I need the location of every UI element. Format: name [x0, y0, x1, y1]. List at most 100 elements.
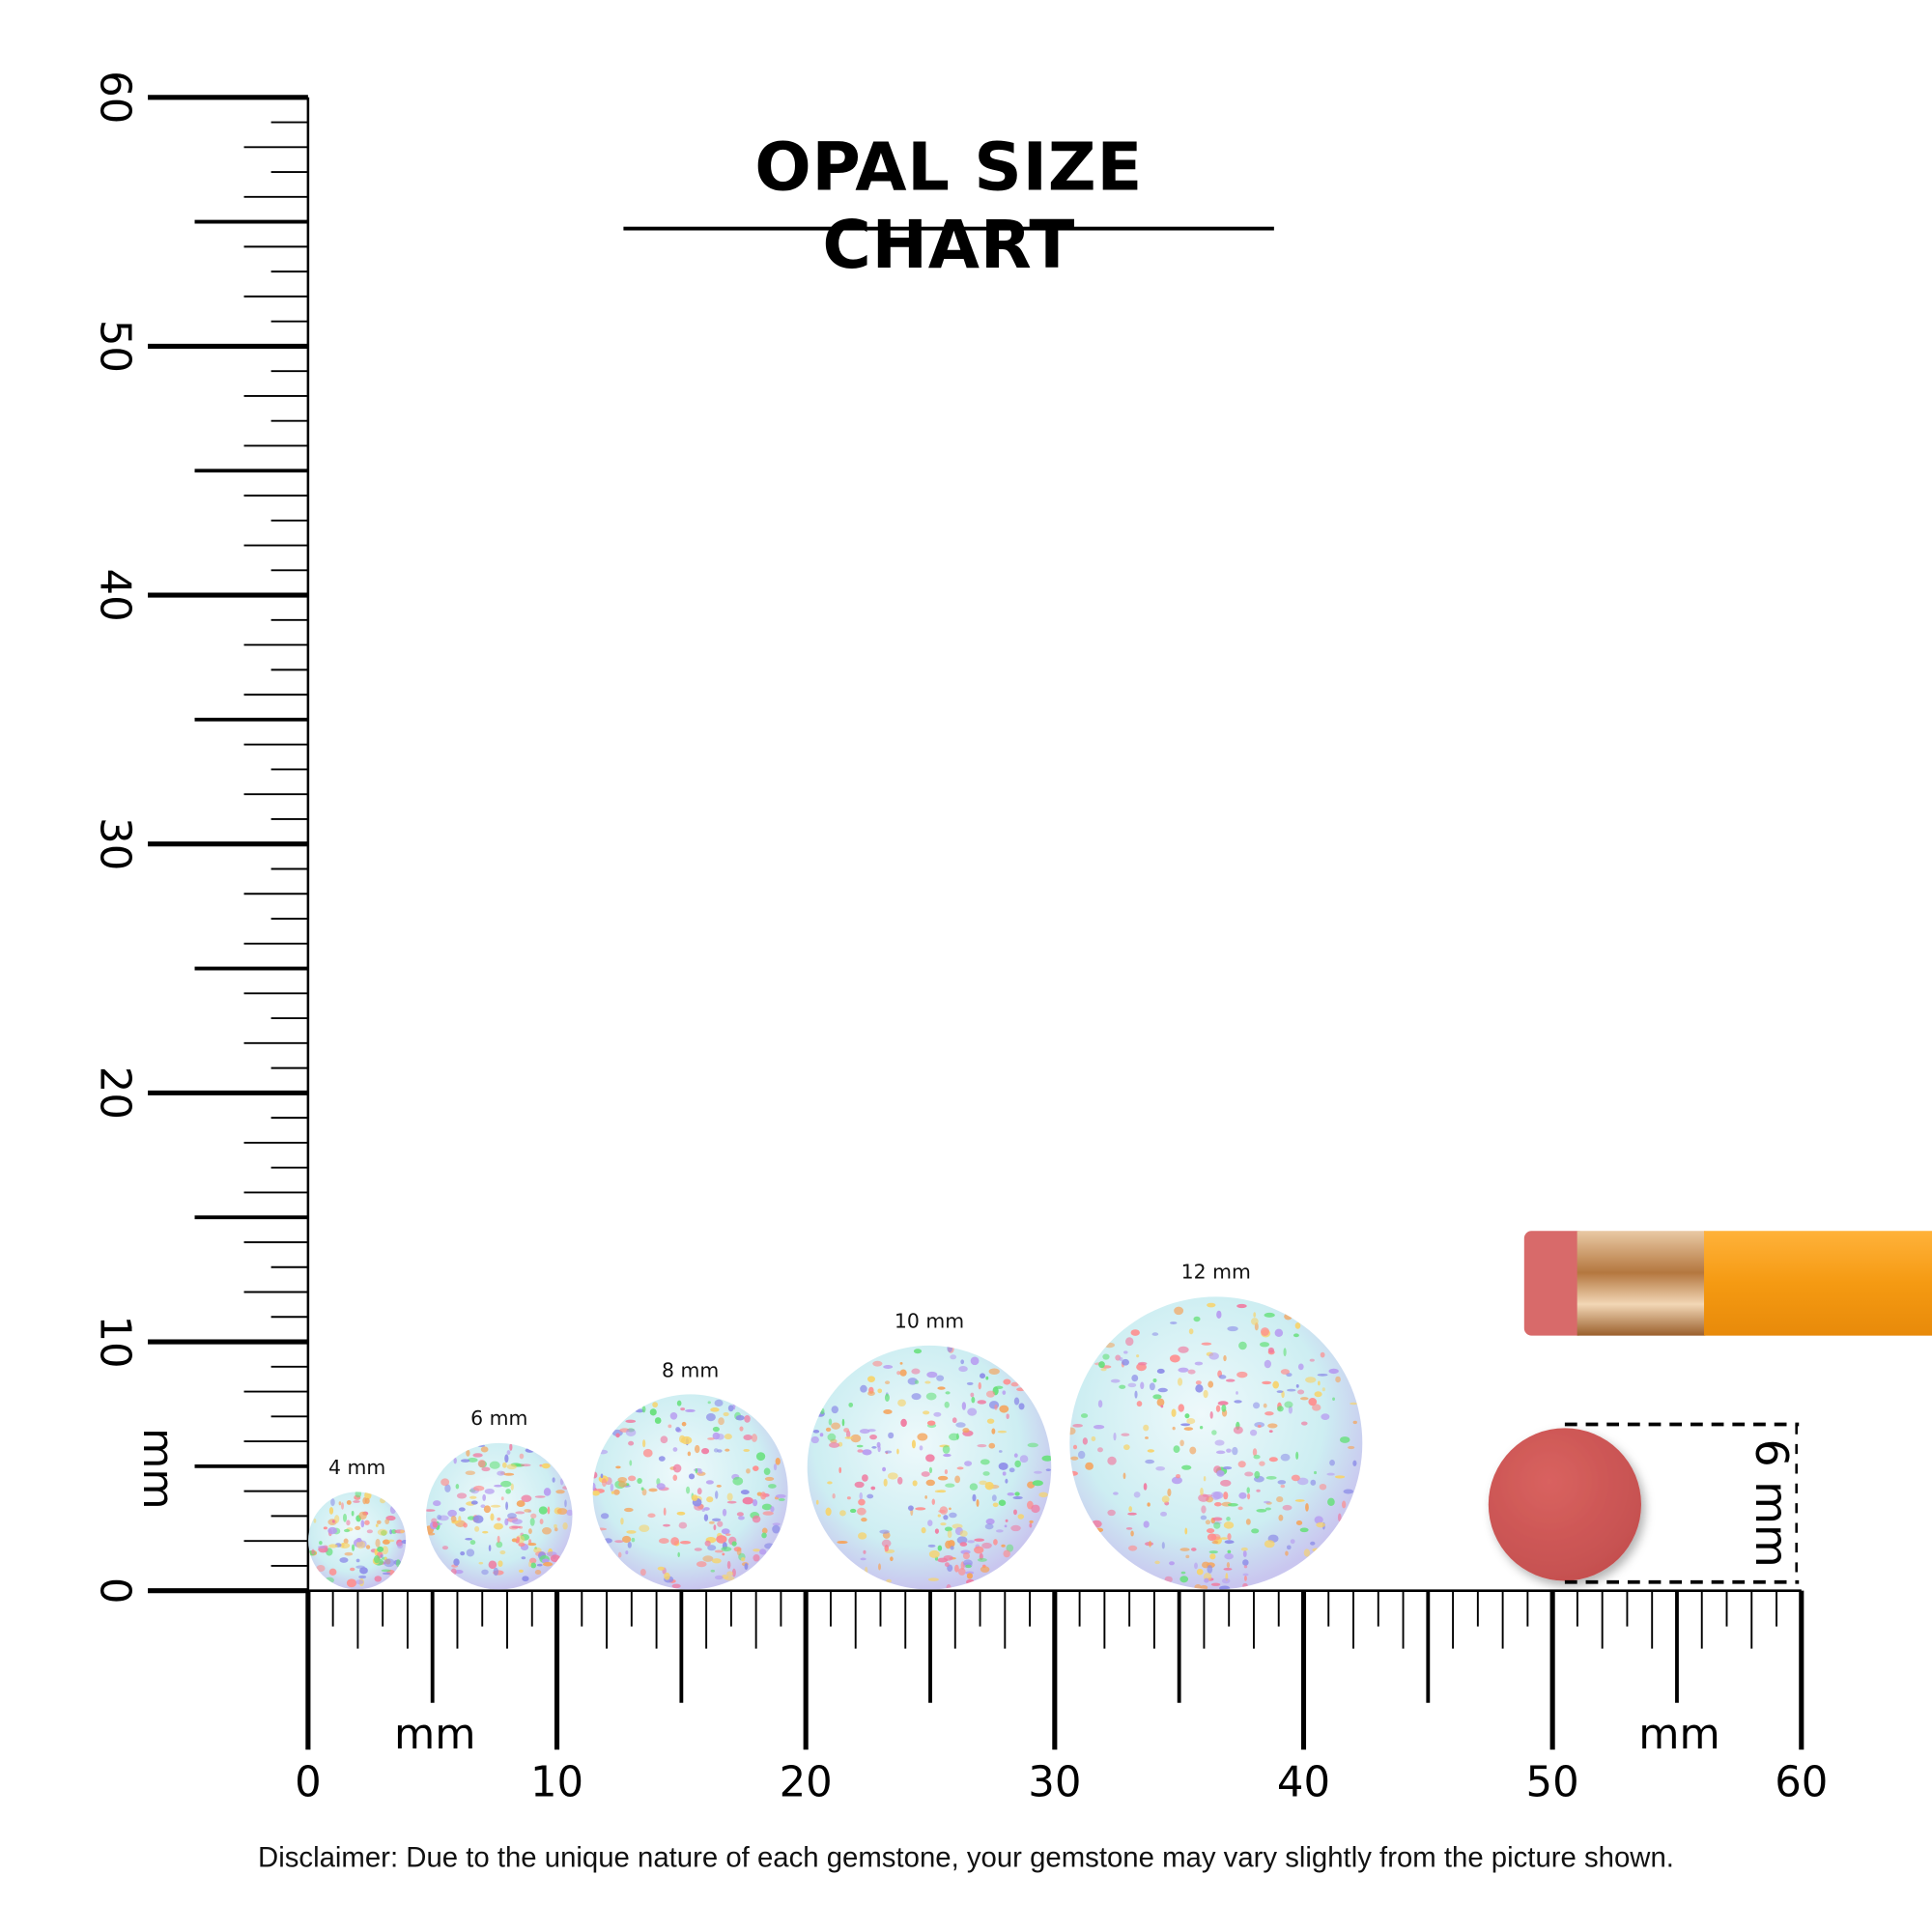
opal-fleck [625, 1419, 637, 1424]
opal-fleck [710, 1569, 716, 1573]
opal-fleck [465, 1470, 476, 1476]
opal-fleck [696, 1561, 707, 1568]
opal-fleck [936, 1375, 945, 1381]
opal-fleck [1223, 1521, 1235, 1529]
opal-fleck [364, 1520, 370, 1525]
opal-fleck [1014, 1460, 1021, 1468]
opal-fleck [534, 1495, 546, 1498]
opal-fleck [980, 1566, 990, 1573]
opal-fleck [978, 1381, 981, 1390]
opal-fleck [778, 1498, 785, 1501]
opal-fleck [746, 1468, 751, 1474]
opal-fleck [1221, 1577, 1231, 1584]
opal-fleck [677, 1551, 680, 1558]
opal-fleck [658, 1456, 666, 1462]
opal-fleck [1245, 1519, 1251, 1525]
opal-fleck [1009, 1467, 1015, 1473]
opal-fleck [944, 1562, 950, 1567]
opal-fleck [538, 1506, 548, 1515]
opal-fleck [1252, 1402, 1261, 1409]
opal-fleck [642, 1448, 653, 1458]
opal-fleck [948, 1540, 955, 1548]
opal-fleck [1017, 1514, 1025, 1520]
opal-fleck [497, 1517, 501, 1521]
opal-fleck [857, 1532, 867, 1540]
opal-fleck [482, 1530, 489, 1534]
opal-fleck [547, 1506, 551, 1515]
opal-fleck [467, 1458, 478, 1463]
opal-fleck [964, 1571, 975, 1575]
opal-fleck [985, 1390, 995, 1398]
opal-fleck [654, 1417, 662, 1424]
opal-fleck [850, 1434, 862, 1443]
opal-fleck [956, 1466, 964, 1470]
opal-fleck [319, 1541, 323, 1546]
opal-fleck [768, 1484, 777, 1489]
opal-fleck [505, 1501, 509, 1511]
opal-fleck [1264, 1411, 1274, 1416]
opal-fleck [1202, 1493, 1213, 1497]
opal-fleck [497, 1470, 505, 1476]
opal-fleck [450, 1516, 457, 1522]
opal-fleck [940, 1522, 947, 1526]
opal-fleck [1184, 1413, 1190, 1419]
opal-fleck [1216, 1310, 1222, 1320]
opal-fleck [1295, 1520, 1303, 1525]
opal-fleck [521, 1494, 532, 1502]
opal-fleck [867, 1391, 875, 1396]
opal-fleck [1012, 1495, 1023, 1500]
opal-fleck [919, 1445, 923, 1451]
opal-fleck [737, 1516, 745, 1520]
opal-fleck [1283, 1348, 1287, 1357]
opal-fleck [365, 1545, 371, 1549]
opal-fleck [761, 1532, 767, 1539]
opal-fleck [772, 1524, 781, 1534]
opal-fleck [1097, 1447, 1103, 1453]
opal-fleck [1332, 1397, 1335, 1401]
opal-fleck [867, 1376, 875, 1382]
opal-fleck [761, 1527, 768, 1534]
opal-fleck [925, 1454, 935, 1463]
opal-fleck [380, 1497, 386, 1504]
opal-fleck [979, 1480, 987, 1486]
opal-fleck [1327, 1497, 1335, 1506]
horizontal-tick-label: 50 [1525, 1758, 1579, 1808]
opal-fleck [1276, 1390, 1284, 1393]
opal-fleck [1352, 1420, 1357, 1425]
opal-fleck [947, 1530, 952, 1539]
opal-fleck [342, 1513, 348, 1522]
opal-fleck [702, 1555, 714, 1562]
opal-fleck [1005, 1519, 1009, 1522]
opal-fleck [355, 1558, 360, 1563]
opal-fleck [921, 1471, 930, 1477]
opal-fleck [1244, 1471, 1254, 1477]
opal-fleck [886, 1578, 892, 1583]
opal-fleck [943, 1554, 953, 1561]
opal-fleck [373, 1555, 381, 1564]
opal-fleck [714, 1575, 724, 1580]
opal-fleck [456, 1492, 468, 1499]
opal-fleck [945, 1483, 955, 1488]
opal-fleck [1277, 1480, 1287, 1485]
opal-fleck [707, 1545, 717, 1551]
opal-fleck [375, 1538, 381, 1548]
opal-fleck [1220, 1537, 1228, 1540]
opal-fleck [344, 1551, 354, 1556]
opal-fleck [681, 1435, 693, 1445]
opal-fleck [1193, 1316, 1201, 1322]
opal-fleck [966, 1578, 975, 1585]
opal-fleck [1130, 1530, 1134, 1537]
opal-fleck [969, 1483, 979, 1491]
opal-fleck [1018, 1403, 1025, 1410]
page-title: OPAL SIZE CHART [754, 128, 1144, 284]
opal-fleck [432, 1521, 439, 1528]
opal-fleck [350, 1567, 355, 1572]
opal-fleck [496, 1541, 503, 1548]
eraser-reference [1488, 1422, 1800, 1584]
opal-fleck [831, 1422, 840, 1430]
opal-fleck [669, 1411, 678, 1420]
opal-fleck [1342, 1500, 1347, 1509]
opal-fleck [1161, 1542, 1165, 1549]
opal-fleck [1262, 1380, 1272, 1385]
